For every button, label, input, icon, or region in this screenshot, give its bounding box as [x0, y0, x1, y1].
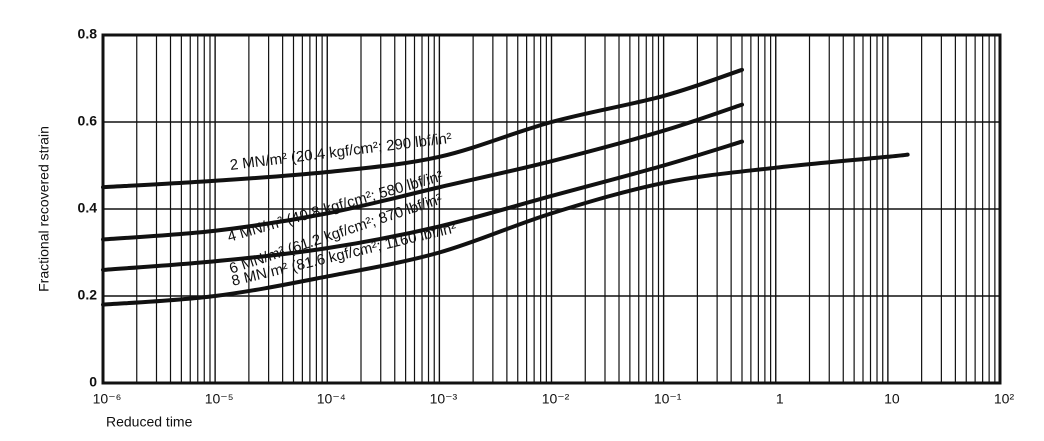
- x-tick-label: 10⁻⁵: [205, 391, 234, 407]
- line-series: [101, 67, 744, 190]
- y-axis-title: Fractional recovered strain: [36, 126, 52, 292]
- x-tick-label: 10⁻³: [430, 391, 458, 407]
- y-tick-label: 0: [89, 374, 97, 390]
- x-tick-label: 10⁻⁴: [317, 391, 346, 407]
- line-series: [101, 152, 910, 307]
- curve-label: 2 MN/m² (20.4 kgf/cm²; 290 lbf/in²: [229, 130, 453, 174]
- y-tick-label: 0.6: [78, 113, 98, 129]
- y-tick-label: 0.8: [78, 26, 98, 42]
- x-tick-label: 10⁻²: [542, 391, 570, 407]
- line-series: [101, 102, 744, 242]
- x-tick-label: 1: [776, 391, 784, 407]
- y-tick-label: 0.4: [78, 200, 98, 216]
- plot-frame: [101, 33, 1002, 385]
- x-tick-label: 10⁻⁶: [93, 391, 122, 407]
- x-tick-label: 10: [884, 391, 900, 407]
- x-tick-label: 10⁻¹: [654, 391, 682, 407]
- y-tick-label: 0.2: [78, 287, 98, 303]
- line-series: [101, 139, 744, 272]
- x-tick-label: 10²: [994, 391, 1015, 407]
- x-axis-title: Reduced time: [106, 414, 193, 430]
